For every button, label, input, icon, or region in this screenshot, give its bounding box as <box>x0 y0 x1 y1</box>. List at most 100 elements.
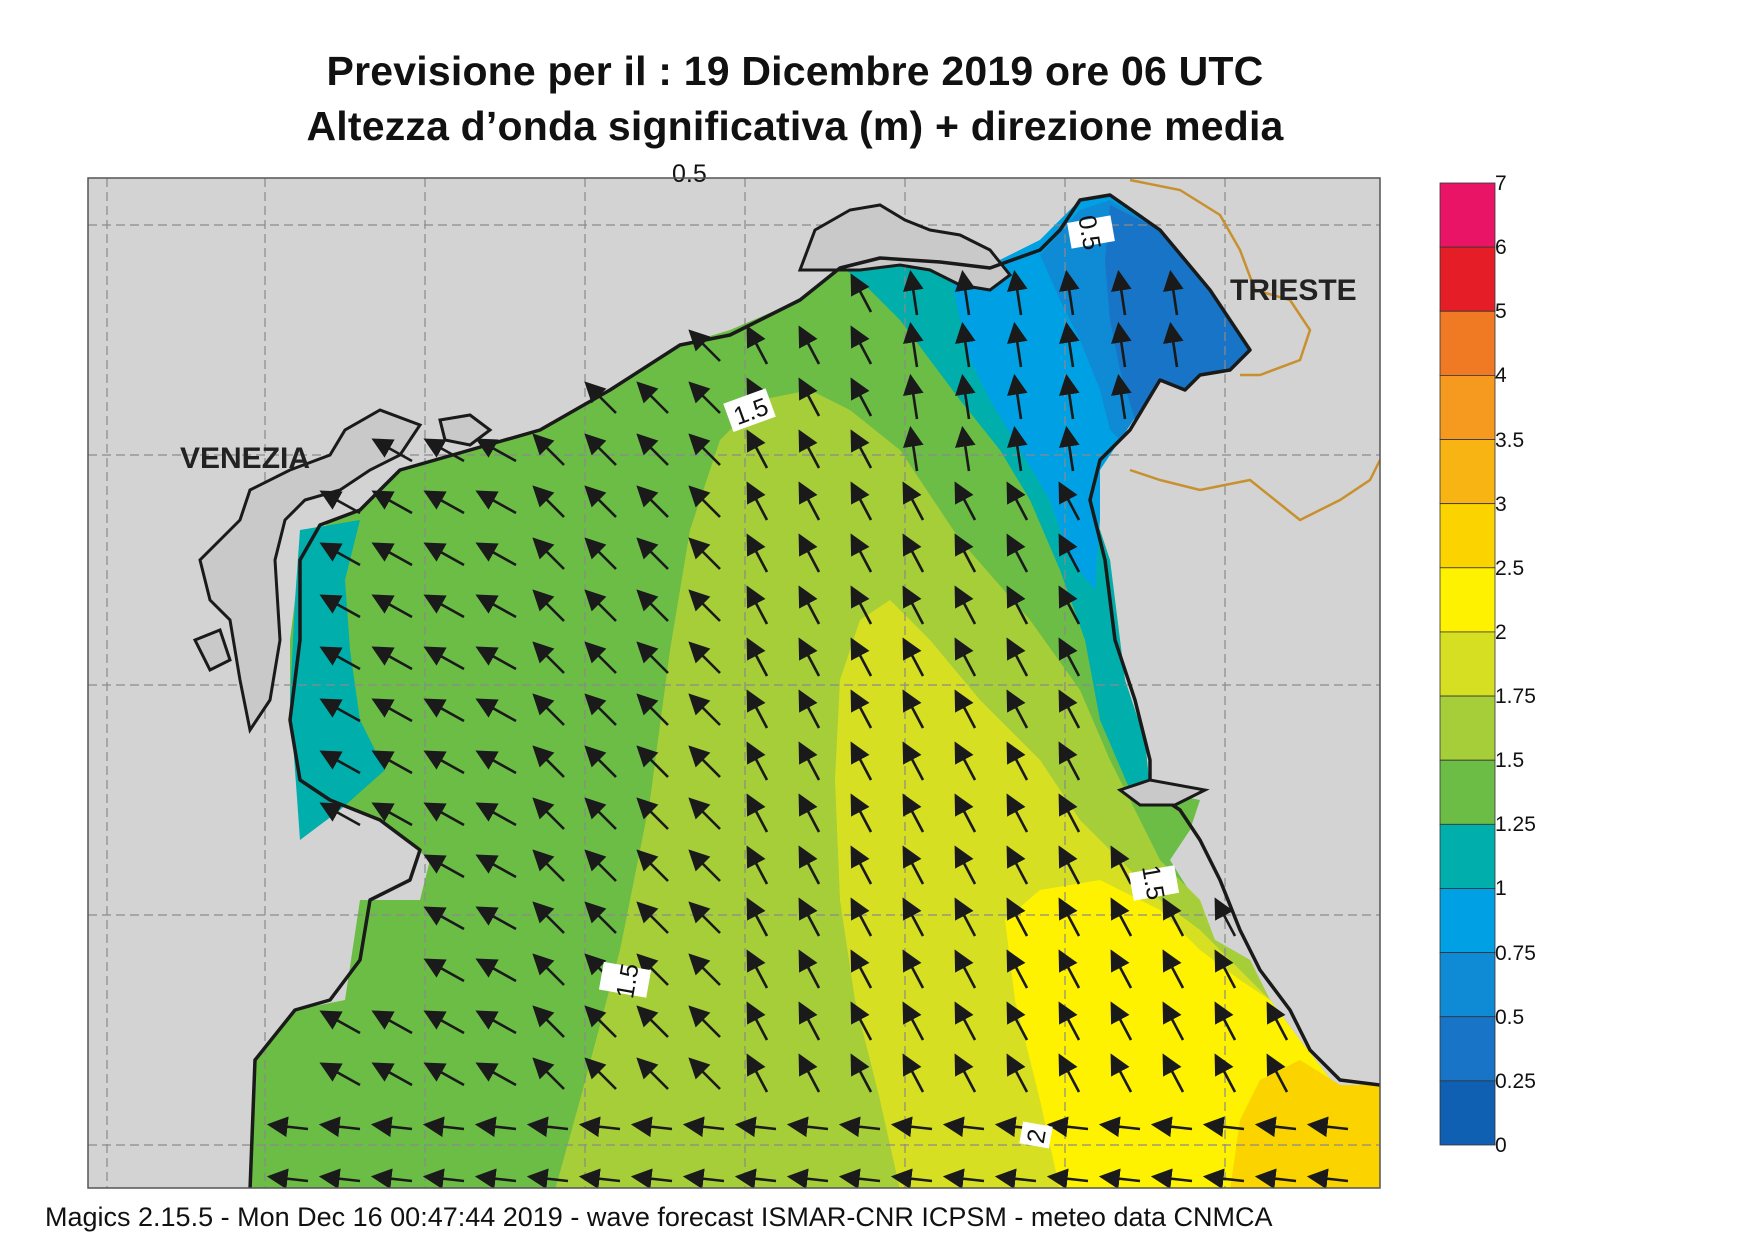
wave-arrow <box>526 1168 569 1188</box>
wave-arrow <box>1214 897 1237 937</box>
wave-arrow <box>1214 949 1237 989</box>
colorbar-swatch <box>1439 246 1496 312</box>
sea-band-2-50 <box>1230 1060 1380 1188</box>
wave-arrow <box>371 698 413 723</box>
wave-arrow <box>371 802 413 827</box>
wave-direction-arrows <box>266 269 1349 1188</box>
wave-arrow <box>850 793 873 833</box>
wave-arrow <box>423 490 465 515</box>
wave-arrow <box>1058 689 1081 729</box>
wave-arrow <box>954 533 977 573</box>
colorbar <box>1439 182 1496 1146</box>
wave-arrow <box>688 329 721 362</box>
wave-arrow <box>636 849 669 882</box>
wave-arrow <box>746 949 769 989</box>
wave-arrow <box>688 589 721 622</box>
wave-arrow <box>1058 533 1081 573</box>
wave-arrow <box>1214 1053 1237 1093</box>
wave-arrow <box>423 958 465 983</box>
colorbar-tick-label: 6 <box>1495 236 1507 260</box>
wave-arrow <box>1163 269 1184 316</box>
colorbar-tick-label: 1.25 <box>1495 813 1536 837</box>
wave-arrow <box>890 1116 933 1138</box>
wave-arrow <box>902 949 925 989</box>
wave-arrow <box>850 689 873 729</box>
wave-arrow <box>371 438 413 463</box>
colorbar-tick-label: 0.5 <box>1495 1005 1525 1029</box>
wave-arrow <box>532 797 565 830</box>
wave-arrow <box>423 802 465 827</box>
wave-arrow <box>850 481 873 521</box>
colorbar-tick-label: 0.75 <box>1495 941 1536 965</box>
wave-arrow <box>532 589 565 622</box>
wave-arrow <box>636 537 669 570</box>
wave-arrow <box>746 533 769 573</box>
wave-arrow <box>475 1010 517 1035</box>
wave-arrow <box>1006 845 1029 885</box>
wave-arrow <box>746 637 769 677</box>
wave-arrow <box>532 745 565 778</box>
wave-arrow <box>636 589 669 622</box>
wave-arrow <box>682 1116 725 1138</box>
footer-credits: Magics 2.15.5 - Mon Dec 16 00:47:44 2019… <box>45 1202 1273 1232</box>
wave-arrow <box>1162 949 1185 989</box>
wave-arrow <box>584 641 617 674</box>
wave-arrow <box>1098 1168 1141 1188</box>
wave-arrow <box>688 641 721 674</box>
wave-arrow <box>954 637 977 677</box>
wave-arrow <box>746 845 769 885</box>
colorbar-swatch <box>1439 1016 1496 1082</box>
wave-arrow <box>954 949 977 989</box>
wave-arrow <box>475 594 517 619</box>
wave-arrow <box>1214 1001 1237 1041</box>
wave-arrow <box>1007 373 1028 420</box>
wave-arrow <box>475 750 517 775</box>
wave-arrow <box>423 1062 465 1087</box>
wave-arrow <box>954 689 977 729</box>
wave-arrow <box>903 425 924 472</box>
wave-arrow <box>423 646 465 671</box>
colorbar-tick-label: 2 <box>1495 620 1507 644</box>
wave-arrow <box>636 745 669 778</box>
wave-arrow <box>1007 321 1028 368</box>
istria-headland <box>1116 778 1210 807</box>
wave-arrow <box>532 953 565 986</box>
wave-arrow <box>319 542 361 567</box>
wave-arrow <box>850 585 873 625</box>
map-frame <box>87 177 1381 1189</box>
title-line-1: Previsione per il : 19 Dicembre 2019 ore… <box>326 48 1264 94</box>
wave-arrow <box>636 641 669 674</box>
wave-arrow <box>850 741 873 781</box>
wave-arrow <box>474 1168 517 1188</box>
wave-arrow <box>838 1168 881 1188</box>
wave-arrow <box>636 381 669 414</box>
wave-arrow <box>902 689 925 729</box>
wave-arrow <box>532 641 565 674</box>
wave-arrow <box>1006 741 1029 781</box>
wave-arrow <box>850 897 873 937</box>
wave-arrow <box>532 485 565 518</box>
wave-arrow <box>942 1168 985 1188</box>
wave-arrow <box>688 1005 721 1038</box>
contour-label-2: 2 <box>1022 1127 1052 1146</box>
wave-arrow <box>475 854 517 879</box>
wave-arrow <box>636 433 669 466</box>
wave-arrow <box>1266 1053 1289 1093</box>
wave-arrow <box>746 897 769 937</box>
wave-arrow <box>1058 585 1081 625</box>
wave-arrow <box>746 793 769 833</box>
friuli-coast <box>797 203 1013 292</box>
wave-arrow <box>1150 1168 1193 1188</box>
wave-arrow <box>1059 269 1080 316</box>
wave-arrow <box>746 481 769 521</box>
wave-arrow <box>903 321 924 368</box>
wave-arrow <box>688 433 721 466</box>
wave-arrow <box>584 745 617 778</box>
wave-arrow <box>422 1168 465 1188</box>
wave-arrow <box>838 1116 881 1138</box>
wave-arrow <box>850 533 873 573</box>
contour-label-group: 1.5 1.5 1.5 2 0.5 <box>598 213 1180 1149</box>
wave-arrow <box>526 1116 569 1138</box>
wave-arrow <box>266 1168 309 1188</box>
wave-arrow <box>1046 1168 1089 1188</box>
